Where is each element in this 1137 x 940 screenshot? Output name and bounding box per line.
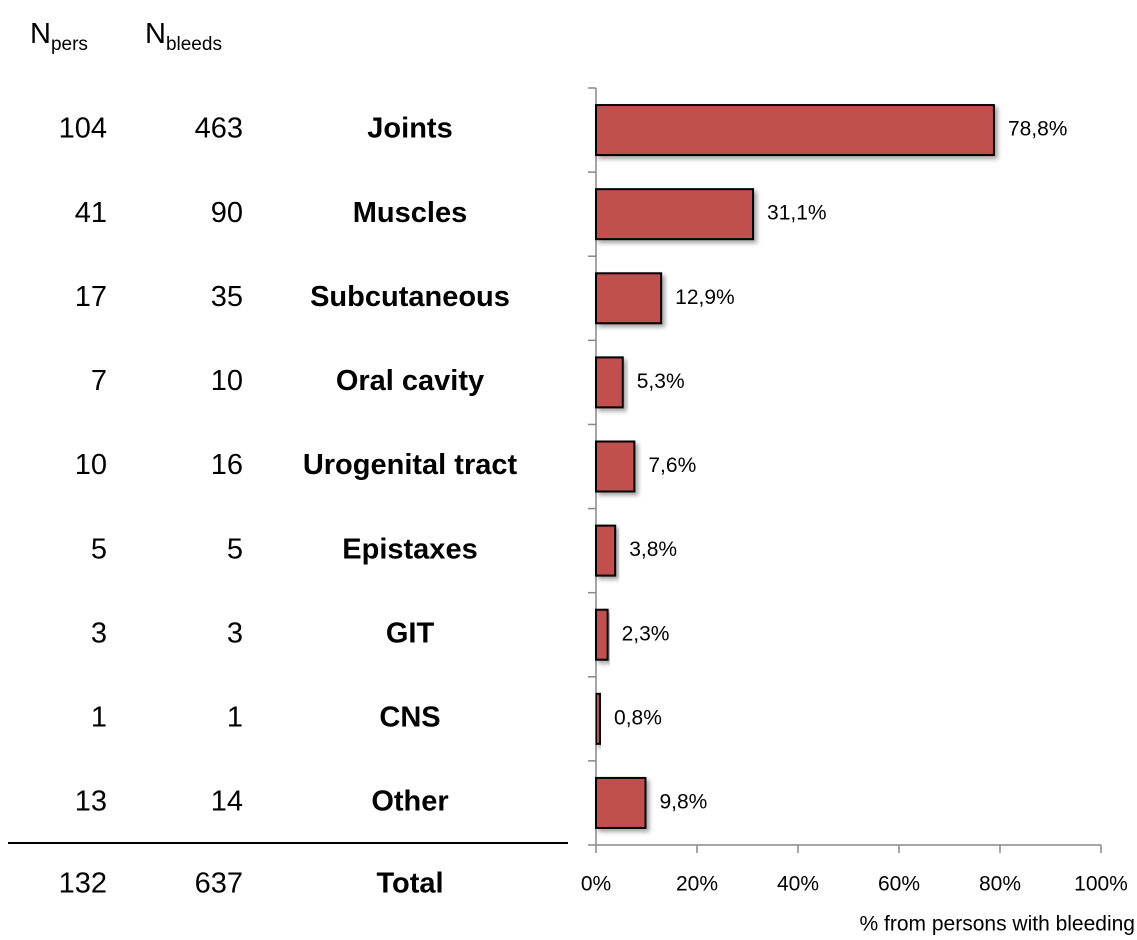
category-label: Joints: [367, 113, 452, 145]
n-bleeds: 463: [195, 113, 243, 145]
x-tick-label: 0%: [581, 873, 611, 896]
n-bleeds: 3: [227, 617, 243, 649]
header-main: N: [145, 18, 166, 50]
value-label: 9,8%: [659, 790, 707, 813]
n-bleeds: 10: [211, 365, 243, 397]
category-label: Other: [371, 786, 448, 818]
bar: [595, 188, 755, 241]
value-label: 2,3%: [622, 622, 670, 645]
n-pers: 5: [91, 533, 107, 565]
n-pers: 7: [91, 365, 107, 397]
category-label: Muscles: [353, 197, 467, 229]
bar: [595, 272, 663, 325]
category-label: GIT: [386, 617, 435, 649]
value-label: 31,1%: [767, 202, 827, 225]
bar: [595, 692, 602, 745]
x-tick-label: 80%: [979, 873, 1021, 896]
header-sub: bleeds: [166, 34, 222, 55]
n-pers: 10: [75, 449, 107, 481]
total-n-pers: 132: [59, 868, 107, 900]
n-bleeds: 5: [227, 533, 243, 565]
bar: [595, 524, 617, 577]
value-label: 3,8%: [629, 538, 677, 561]
category-label: Urogenital tract: [303, 449, 518, 481]
x-tick-label: 100%: [1074, 873, 1128, 896]
category-label: Oral cavity: [336, 365, 484, 397]
n-bleeds: 90: [211, 197, 243, 229]
total-n-bleeds: 637: [195, 868, 243, 900]
column-header: Npers: [30, 18, 88, 55]
bar: [595, 104, 995, 157]
n-bleeds: 35: [211, 281, 243, 313]
category-label: Epistaxes: [342, 533, 477, 565]
value-label: 12,9%: [675, 286, 735, 309]
value-label: 0,8%: [614, 706, 662, 729]
category-label: CNS: [379, 701, 440, 733]
n-pers: 1: [91, 701, 107, 733]
bar: [595, 356, 624, 409]
bar: [595, 776, 647, 829]
n-pers: 17: [75, 281, 107, 313]
value-label: 5,3%: [637, 370, 685, 393]
n-bleeds: 16: [211, 449, 243, 481]
bar: [595, 608, 609, 661]
column-header: Nbleeds: [145, 18, 222, 55]
bar: [595, 440, 636, 493]
n-pers: 104: [59, 113, 107, 145]
header-sub: pers: [51, 34, 88, 55]
value-label: 78,8%: [1008, 118, 1068, 141]
x-tick-label: 20%: [676, 873, 718, 896]
header-main: N: [30, 18, 51, 50]
x-axis-label: % from persons with bleeding: [860, 913, 1135, 936]
category-label: Subcutaneous: [310, 281, 510, 313]
n-bleeds: 1: [227, 701, 243, 733]
n-pers: 41: [75, 197, 107, 229]
total-label: Total: [376, 868, 443, 900]
x-tick-label: 60%: [878, 873, 920, 896]
x-tick-label: 40%: [777, 873, 819, 896]
n-bleeds: 14: [211, 786, 243, 818]
value-label: 7,6%: [648, 454, 696, 477]
n-pers: 3: [91, 617, 107, 649]
n-pers: 13: [75, 786, 107, 818]
